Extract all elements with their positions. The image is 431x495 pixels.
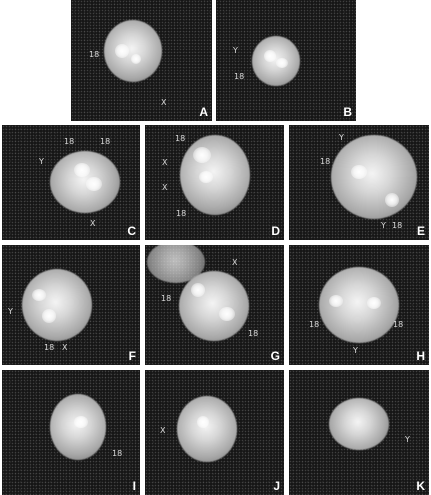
panel-a: 18 X A xyxy=(71,0,212,121)
cell-nucleus xyxy=(331,135,417,219)
probe-label: Y xyxy=(39,157,44,166)
panel-letter: C xyxy=(127,224,136,238)
probe-label: Y xyxy=(233,46,238,55)
probe-label: 18 xyxy=(309,320,320,329)
cell-nucleus xyxy=(329,398,389,450)
panel-g: X 18 18 G xyxy=(145,245,284,365)
fluorescent-signal xyxy=(191,283,205,297)
cell-nucleus xyxy=(180,135,250,215)
panel-c: 18 18 Y X C xyxy=(2,125,140,240)
probe-label: X xyxy=(162,183,168,192)
probe-label: X xyxy=(160,426,166,435)
fluorescent-signal xyxy=(385,193,399,207)
fluorescent-signal xyxy=(367,297,381,309)
probe-label: 18 xyxy=(175,134,186,143)
fluorescent-signal xyxy=(351,165,367,179)
fluorescent-signal xyxy=(74,416,88,428)
cell-nucleus xyxy=(22,269,92,341)
probe-label: X xyxy=(162,158,168,167)
fluorescent-signal xyxy=(115,44,129,58)
probe-label: X xyxy=(62,343,68,352)
probe-label: 18 xyxy=(176,209,187,218)
probe-label: 18 xyxy=(234,72,245,81)
fluorescent-signal xyxy=(199,171,213,183)
probe-label: 18 xyxy=(89,50,100,59)
panel-letter: D xyxy=(271,224,280,238)
probe-label: Y xyxy=(353,346,358,355)
probe-label: 18 xyxy=(64,137,75,146)
fluorescent-signal xyxy=(32,289,46,301)
probe-label: 18 xyxy=(248,329,259,338)
probe-label: 18 xyxy=(320,157,331,166)
fluorescent-signal xyxy=(264,50,276,62)
cell-nucleus xyxy=(104,20,162,82)
panel-letter: A xyxy=(199,105,208,119)
panel-letter: B xyxy=(343,105,352,119)
panel-j: X J xyxy=(145,370,284,495)
panel-h: 18 18 Y H xyxy=(289,245,429,365)
panel-b: Y 18 B xyxy=(216,0,356,121)
panel-letter: G xyxy=(270,349,280,363)
probe-label: Y xyxy=(381,221,386,230)
panel-d: 18 X X 18 D xyxy=(145,125,284,240)
panel-letter: I xyxy=(132,479,136,493)
panel-e: Y 18 Y 18 E xyxy=(289,125,429,240)
fluorescent-signal xyxy=(42,309,56,323)
probe-label: 18 xyxy=(161,294,172,303)
cell-nucleus xyxy=(50,151,120,213)
cell-nucleus xyxy=(177,396,237,462)
panel-letter: K xyxy=(416,479,425,493)
panel-letter: E xyxy=(416,224,425,238)
probe-label: 18 xyxy=(100,137,111,146)
fluorescent-signal xyxy=(219,307,235,321)
cell-nucleus xyxy=(179,271,249,341)
panel-k: Y K xyxy=(289,370,429,495)
fluorescent-signal xyxy=(193,147,211,163)
probe-label: 18 xyxy=(393,320,404,329)
fluorescent-signal xyxy=(74,163,90,177)
fluorescent-signal xyxy=(329,295,343,307)
probe-label: 18 xyxy=(112,449,123,458)
fluorescent-signal xyxy=(86,177,102,191)
probe-label: Y xyxy=(8,307,13,316)
panel-f: Y 18 X F xyxy=(2,245,140,365)
fluorescent-signal xyxy=(197,416,209,428)
panel-i: 18 I xyxy=(2,370,140,495)
fluorescent-signal xyxy=(276,58,288,68)
probe-label: 18 xyxy=(392,221,403,230)
panel-letter: H xyxy=(416,349,425,363)
panel-letter: F xyxy=(128,349,136,363)
probe-label: Y xyxy=(339,133,344,142)
probe-label: Y xyxy=(405,435,410,444)
probe-label: X xyxy=(232,258,238,267)
probe-label: X xyxy=(90,219,96,228)
probe-label: 18 xyxy=(44,343,55,352)
panel-letter: J xyxy=(273,479,280,493)
probe-label: X xyxy=(161,98,167,107)
fluorescent-signal xyxy=(131,54,141,64)
